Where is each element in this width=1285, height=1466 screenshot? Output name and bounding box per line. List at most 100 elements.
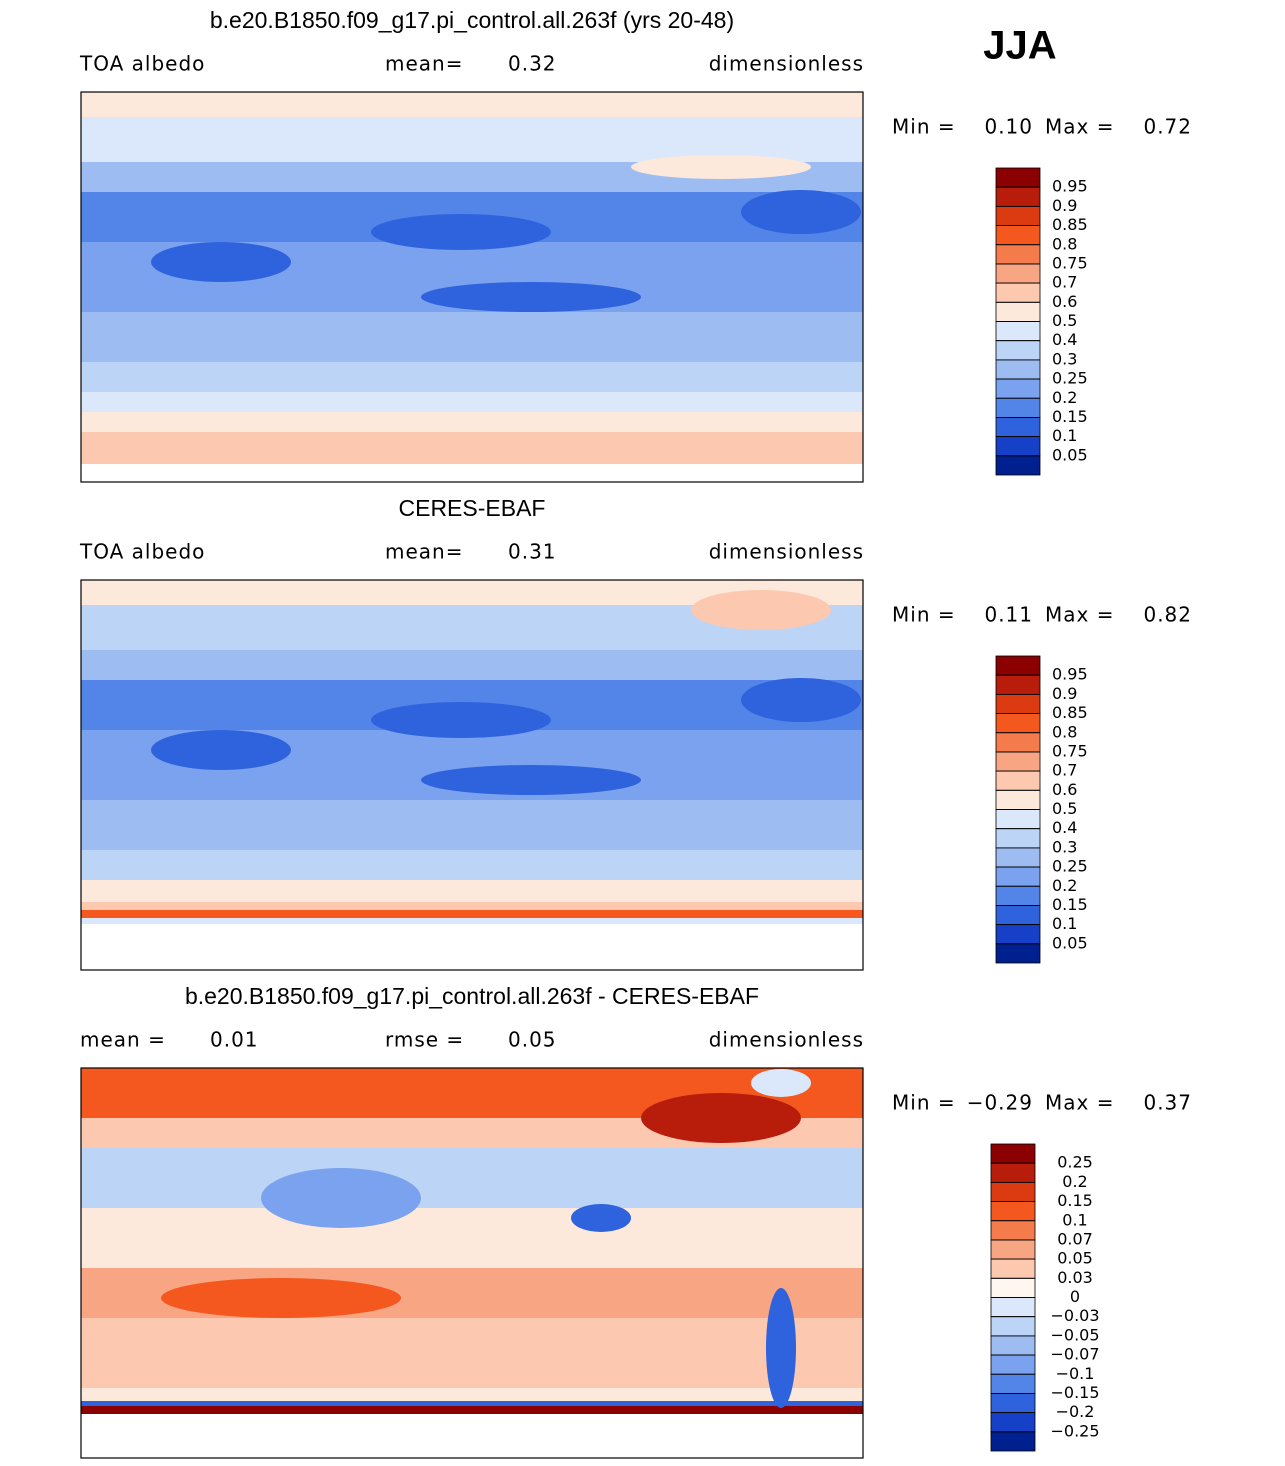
header-value: 0.31 [508, 540, 557, 564]
panel-title: b.e20.B1850.f09_g17.pi_control.all.263f … [185, 983, 759, 1009]
colorbar-label: 0.25 [1052, 369, 1088, 388]
colorbar-swatch [990, 1220, 1036, 1241]
map-shading [81, 412, 863, 432]
max-value: 0.82 [1143, 603, 1192, 627]
colorbar-swatch [995, 713, 1041, 734]
colorbar-swatch [990, 1239, 1036, 1260]
map-shading [81, 1406, 863, 1414]
colorbar-label: 0.2 [1052, 388, 1077, 407]
colorbar-swatch [995, 866, 1041, 887]
colorbar-swatch [990, 1277, 1036, 1298]
min-value: 0.10 [984, 115, 1033, 139]
units-label: dimensionless [709, 52, 864, 76]
header-label: mean= [385, 52, 463, 76]
colorbar-swatch [995, 321, 1041, 342]
colorbar-label: 0.05 [1052, 933, 1088, 952]
colorbar-swatch [995, 263, 1041, 284]
units-label: dimensionless [709, 540, 864, 564]
map [81, 1068, 863, 1458]
colorbar-label: 0.25 [1052, 857, 1088, 876]
colorbar-swatch [995, 847, 1041, 868]
header-label: rmse = [385, 1028, 464, 1052]
colorbar-label: 0.1 [1052, 426, 1077, 445]
colorbar-label: 0.6 [1052, 292, 1077, 311]
header-value: 0.01 [210, 1028, 259, 1052]
colorbar-swatch [990, 1201, 1036, 1222]
colorbar-swatch [995, 244, 1041, 265]
colorbar-swatch [995, 417, 1041, 438]
map-shading [151, 242, 291, 282]
colorbar-swatch [995, 282, 1041, 303]
header-label: mean = [80, 1028, 166, 1052]
map-frame [80, 91, 864, 483]
colorbar-swatch [990, 1393, 1036, 1414]
colorbar-swatch [990, 1354, 1036, 1375]
map-shading [421, 282, 641, 312]
header-label: TOA albedo [79, 52, 205, 76]
colorbar-swatch [995, 809, 1041, 830]
header-value: 0.32 [508, 52, 557, 76]
colorbar-swatch [995, 205, 1041, 226]
map-shading [81, 650, 863, 680]
colorbar-swatch [995, 455, 1041, 476]
colorbar-label: 0.8 [1052, 722, 1077, 741]
map-shading [741, 190, 861, 234]
colorbar-swatch [995, 340, 1041, 361]
colorbar-label: 0.03 [1057, 1268, 1093, 1287]
colorbar-swatch [995, 732, 1041, 753]
colorbar-swatch [995, 186, 1041, 207]
colorbar-swatch [995, 397, 1041, 418]
map-shading [81, 902, 863, 910]
map-frame [80, 579, 864, 971]
colorbar-label: 0.75 [1052, 741, 1088, 760]
colorbar-swatch [995, 674, 1041, 695]
colorbar-label: 0.7 [1052, 761, 1077, 780]
map-shading [81, 392, 863, 412]
colorbar-swatch [995, 301, 1041, 322]
max-label: Max = [1045, 115, 1114, 139]
header-value: 0.05 [508, 1028, 557, 1052]
colorbar-label: 0 [1070, 1287, 1080, 1306]
panel-title: b.e20.B1850.f09_g17.pi_control.all.263f … [210, 7, 734, 33]
map-shading [571, 1204, 631, 1232]
colorbar-label: 0.5 [1052, 799, 1077, 818]
colorbar-label: −0.05 [1050, 1325, 1099, 1344]
colorbar-swatch [995, 359, 1041, 380]
colorbar-swatch [995, 905, 1041, 926]
map-shading [81, 910, 863, 918]
map-shading [81, 1208, 863, 1268]
max-value: 0.37 [1143, 1091, 1192, 1115]
map-shading [81, 312, 863, 362]
colorbar-label: −0.1 [1056, 1364, 1095, 1383]
colorbar-swatch [995, 693, 1041, 714]
map-shading [766, 1288, 796, 1408]
colorbar-swatch [990, 1335, 1036, 1356]
colorbar-label: 0.05 [1057, 1249, 1093, 1268]
colorbar-swatch [990, 1297, 1036, 1318]
map-shading [161, 1278, 401, 1318]
map-shading [81, 92, 863, 117]
colorbar-label: 0.4 [1052, 818, 1077, 837]
map-frame [80, 1067, 864, 1459]
colorbar-label: 0.1 [1052, 914, 1077, 933]
colorbar-label: 0.1 [1062, 1210, 1087, 1229]
colorbar-swatch [990, 1316, 1036, 1337]
colorbar-label: 0.25 [1057, 1153, 1093, 1172]
colorbar-label: 0.95 [1052, 177, 1088, 196]
map [81, 92, 863, 482]
colorbar-label: 0.95 [1052, 665, 1088, 684]
colorbar-swatch [990, 1181, 1036, 1202]
colorbar-swatch [990, 1143, 1036, 1164]
colorbar-swatch [995, 943, 1041, 964]
colorbar-label: 0.75 [1052, 253, 1088, 272]
colorbar-swatch [990, 1373, 1036, 1394]
map-shading [81, 432, 863, 464]
colorbar-swatch [990, 1162, 1036, 1183]
header-label: mean= [385, 540, 463, 564]
colorbar-label: 0.7 [1052, 273, 1077, 292]
colorbar-swatch [995, 770, 1041, 791]
min-value: 0.11 [984, 603, 1033, 627]
colorbar-label: −0.15 [1050, 1383, 1099, 1402]
colorbar-label: −0.07 [1050, 1345, 1099, 1364]
